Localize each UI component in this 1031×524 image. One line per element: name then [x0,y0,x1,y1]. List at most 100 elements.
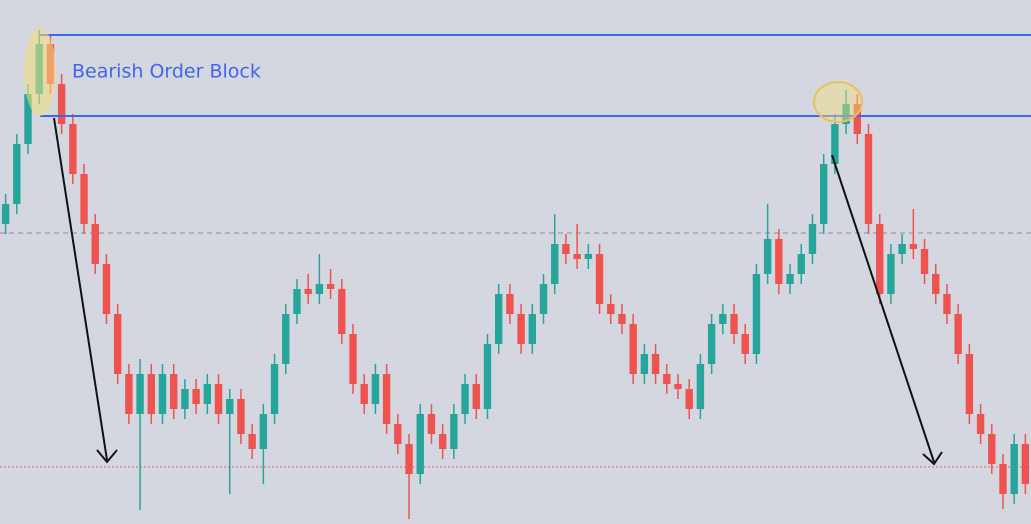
candle-body [909,244,918,249]
candle-body [797,254,805,274]
candle-body [864,134,873,224]
candle-body [618,314,626,324]
plot-area [0,30,1031,519]
candle-body [976,414,985,434]
candle-body [237,399,245,434]
candle-body [226,399,234,414]
candle-body [763,239,772,274]
candle-body [80,174,88,224]
arrow-head [922,451,943,466]
candle-body [685,389,693,409]
candle-body [831,124,839,164]
candle-body [988,434,996,464]
candle-body [842,104,850,124]
candle-body [707,324,716,364]
candle-body [304,289,312,294]
candle-body [651,354,660,374]
arrow [831,154,935,463]
candle-body [394,424,402,444]
candle-body [607,304,615,314]
candle-body [819,164,828,224]
candle-body [192,389,200,404]
candle-body [136,374,144,414]
candle-body [102,264,111,314]
candle-body [573,254,581,259]
candle-body [472,384,480,409]
candle-body [943,294,951,314]
candle-body [741,334,749,354]
candle-body [13,144,21,204]
candle-body [1,204,10,224]
candle-body [887,254,895,294]
candle-body [730,314,738,334]
highlight-circle [813,81,863,123]
candle-body [562,244,570,254]
zone-label: Bearish Order Block [72,61,261,83]
candle-body [24,94,32,144]
candle-body [1010,444,1018,494]
candle-body [1021,444,1030,484]
candle-body [349,334,357,384]
candle-body [338,289,346,334]
candle-body [640,354,649,374]
candle-body [999,464,1007,494]
candle-body [371,374,380,404]
candle-body [382,374,391,424]
highlight-circle [24,28,56,116]
candle-body [181,389,189,409]
candle-body [125,374,133,414]
candle-body [494,294,503,344]
candle-body [584,254,593,259]
candle-body [293,289,301,314]
candle-body [170,374,178,409]
candle-body [876,224,884,294]
candle-body [158,374,167,414]
candle-body [528,314,537,344]
candle-body [416,414,424,474]
candle-body [214,384,223,414]
candle-body [696,364,705,409]
candle-body [270,364,279,414]
candle-body [595,254,604,304]
candle-body [483,344,492,409]
candle-body [113,314,122,374]
candle-body [965,354,974,414]
candle-body [360,384,368,404]
candle-body [663,374,671,384]
candle-body [450,414,458,449]
candle-body [248,434,256,449]
candle-body [326,284,335,289]
candle-body [786,274,794,284]
candle-body [282,314,290,364]
candle-body [405,444,413,474]
candle-body [539,284,548,314]
candle-body [438,434,447,449]
arrow [53,117,108,461]
candle-body [898,244,906,254]
candle-body [674,384,682,389]
candle-body [954,314,962,354]
candle-body [427,414,436,434]
candle-body [752,274,761,354]
arrows [53,117,943,466]
candle-body [932,274,940,294]
candle-body [147,374,155,414]
candle-body [808,224,817,254]
candle-body [57,84,66,124]
candle-body [920,249,929,274]
candle-body [315,284,324,294]
candle-body [853,104,861,134]
candle-body [461,384,469,414]
candle-body [629,324,637,374]
candle-body [775,239,783,284]
candle-body [719,314,727,324]
candle-body [69,124,77,174]
candle-body [259,414,268,449]
arrow-head [96,449,118,464]
candle-body [203,384,212,404]
candle-body [91,224,99,264]
candle-body [551,244,559,284]
candle-body [517,314,525,344]
